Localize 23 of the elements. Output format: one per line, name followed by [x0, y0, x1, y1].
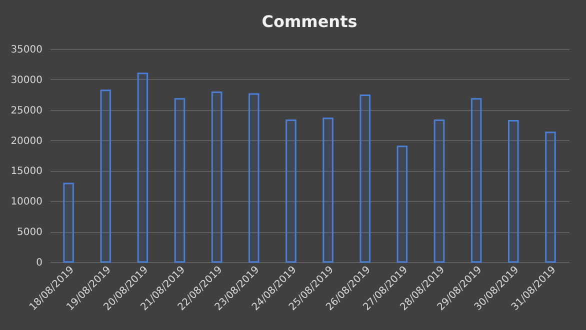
bar [545, 132, 556, 263]
y-tick-label: 35000 [10, 44, 42, 56]
bar [322, 118, 334, 263]
y-tick-label: 25000 [10, 105, 42, 116]
bar [286, 119, 296, 263]
bar [434, 119, 445, 263]
bar [360, 94, 370, 263]
bar [396, 146, 408, 263]
bar [63, 182, 74, 263]
y-tick-label: 30000 [10, 74, 42, 86]
chart-title: Comments [262, 12, 358, 31]
y-tick-label: 10000 [10, 196, 42, 208]
y-tick-label: 15000 [10, 166, 42, 178]
bar [137, 72, 148, 263]
y-tick-label: 5000 [17, 227, 42, 238]
bar [248, 93, 260, 263]
bar [508, 120, 519, 263]
y-tick-label: 20000 [10, 136, 42, 147]
y-tick-label: 0 [36, 258, 42, 268]
bar [100, 90, 111, 263]
bar [174, 98, 186, 263]
bar [211, 91, 222, 263]
bar [470, 98, 482, 263]
